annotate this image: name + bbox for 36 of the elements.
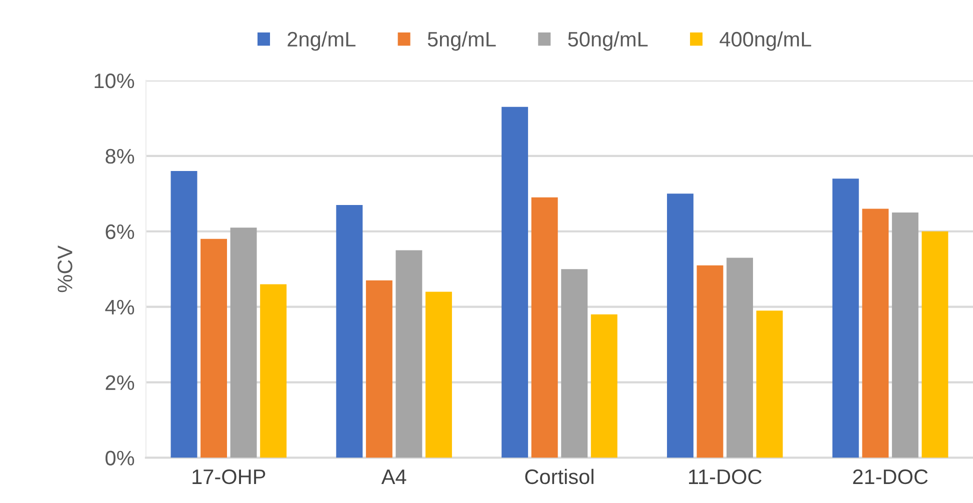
y-tick-label: 10% [94,73,134,88]
bar [531,197,558,458]
y-tick-label: 8% [106,148,134,164]
bar [756,310,783,458]
bar [425,292,452,458]
y-tick-label: 4% [105,300,134,315]
bar [170,171,198,458]
bar [260,284,287,458]
y-axis-title: %CV [58,245,72,292]
bar [892,212,918,458]
x-tick-label: A4 [381,470,406,484]
bar [366,280,392,458]
legend-label: 5ng/mL [428,31,496,51]
bar [336,204,363,458]
bar [396,250,422,458]
x-tick-label: Cortisol [525,468,594,484]
bar [590,314,618,458]
y-tick-label: 0% [106,450,134,466]
bar [922,231,948,458]
bar [726,258,754,458]
legend-label: 2ng/mL [288,31,356,51]
bar [832,178,859,458]
bar [502,106,528,458]
bar [696,265,724,458]
legend-label: 50ng/mL [568,31,648,51]
x-tick-label: 17-OHP [192,469,266,484]
bar [200,238,227,458]
y-tick-label: 6% [106,224,134,240]
bar [230,228,257,458]
bar [862,208,889,458]
x-tick-label: 11-DOC [689,469,762,484]
legend-label: 400ng/mL [720,31,812,51]
y-tick-label: 2% [106,375,134,390]
bar [666,194,694,458]
bar [561,269,588,458]
x-tick-label: 21-DOC [853,469,928,484]
